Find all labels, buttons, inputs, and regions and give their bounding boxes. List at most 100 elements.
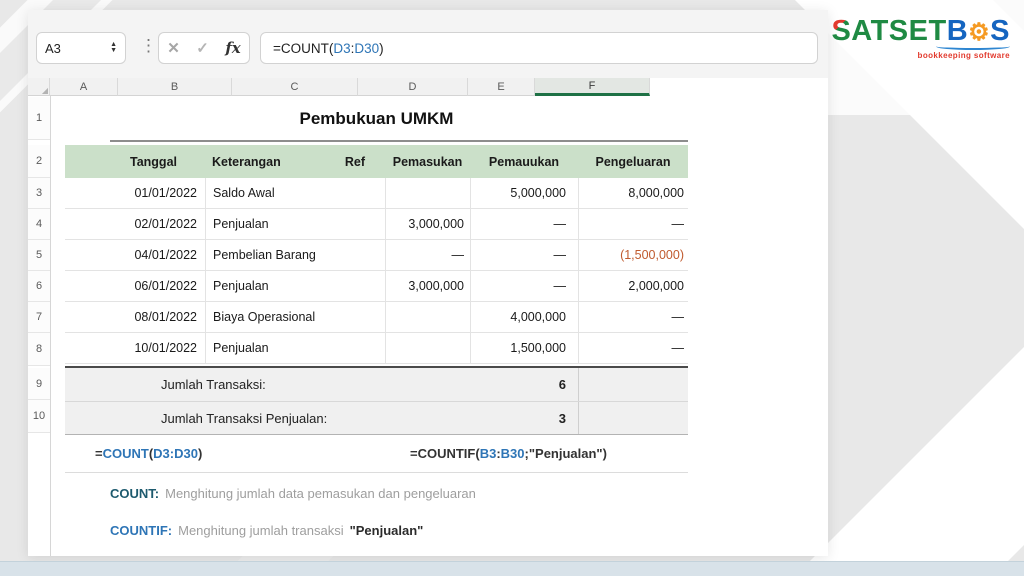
dots-separator-icon: ⋮ [140, 36, 157, 55]
cell-pengeluaran[interactable]: — [578, 333, 688, 363]
cell-tanggal[interactable]: 01/01/2022 [134, 186, 197, 200]
header-pemasukan: Pemasukan [392, 154, 463, 169]
row-header-divider [50, 96, 51, 556]
cell-pemasukan[interactable] [385, 302, 470, 332]
cell-keterangan[interactable]: Penjualan [205, 333, 385, 363]
formula-text: : [350, 40, 355, 56]
formula-bar-input[interactable]: =COUNT(D3: D30) [260, 32, 818, 64]
summary-label: Jumlah Transaksi Penjualan: [161, 410, 328, 426]
cell-pemauukan[interactable]: 1,500,000 [470, 333, 578, 363]
formula-ref: D3:D30 [153, 446, 198, 461]
row-header-3[interactable]: 3 [28, 178, 50, 209]
logo-word-atset: ATSET [851, 15, 947, 47]
name-box-spinner[interactable]: ▲ ▼ [110, 41, 117, 54]
cell-tanggal[interactable]: 04/01/2022 [134, 248, 197, 262]
cell-pemasukan[interactable]: — [385, 240, 470, 270]
spinner-down-icon[interactable]: ▼ [110, 47, 117, 54]
column-header-a[interactable]: A [50, 78, 118, 96]
formula-text: ) [197, 446, 203, 461]
table-row[interactable]: 10/01/2022 Penjualan 1,500,000 — [65, 333, 688, 364]
formula-ref: B3 [479, 446, 497, 461]
cell-keterangan[interactable]: Saldo Awal [205, 178, 385, 208]
count-formula-annotation: =COUNT(D3:D30) [95, 446, 202, 461]
table-row[interactable]: 08/01/2022 Biaya Operasional 4,000,000 — [65, 302, 688, 333]
cell-pemasukan[interactable] [385, 333, 470, 363]
row-header-7[interactable]: 7 [28, 302, 50, 333]
select-all-icon: ◢ [41, 86, 48, 95]
cell-pemasukan[interactable]: 3,000,000 [385, 209, 470, 239]
insert-function-icon[interactable]: fx [225, 39, 241, 57]
summary-gap-cell [578, 402, 688, 434]
formula-text: ) [379, 40, 384, 56]
cell-name-box[interactable]: A3 ▲ ▼ [36, 32, 126, 64]
spreadsheet-window: A3 ▲ ▼ ⋮ ✕ ✓ fx =COUNT(D3: D30) ◢ A B C D… [28, 10, 828, 556]
cell-pengeluaran-negative[interactable]: (1,500,000) [578, 240, 688, 270]
title-underline [110, 140, 688, 142]
formula-ref: B30 [500, 446, 525, 461]
row-header-8[interactable]: 8 [28, 333, 50, 366]
cancel-icon[interactable]: ✕ [167, 40, 180, 57]
table-row[interactable]: 01/01/2022 Saldo Awal 5,000,000 8,000,00… [65, 178, 688, 209]
row-header-2[interactable]: 2 [28, 145, 50, 178]
logo-letter-s: S [831, 15, 852, 47]
summary-row[interactable]: Jumlah Transaksi Penjualan: 3 [65, 401, 688, 434]
cell-pemauukan[interactable]: — [470, 271, 578, 301]
table-row[interactable]: 02/01/2022 Penjualan 3,000,000 — — [65, 209, 688, 240]
summary-gap-cell [578, 368, 688, 401]
table-row[interactable]: 06/01/2022 Penjualan 3,000,000 — 2,000,0… [65, 271, 688, 302]
formula-text: =COUNT( [273, 40, 334, 56]
formula-text: = [95, 446, 103, 461]
summary-row[interactable]: Jumlah Transaksi: 6 [65, 368, 688, 401]
column-header-f-selected[interactable]: F [535, 78, 650, 96]
formula-buttons: ✕ ✓ fx [158, 32, 250, 64]
summary-label: Jumlah Transaksi: [161, 377, 266, 392]
formula-text: : [496, 446, 501, 461]
logo-tagline: bookkeeping software [917, 51, 1010, 60]
active-cell-reference: A3 [45, 40, 61, 56]
cell-pemasukan[interactable]: 3,000,000 [385, 271, 470, 301]
satsetbos-logo: SATSETB⚙S bookkeeping software [825, 16, 1010, 60]
header-pemauukan: Pemauukan [488, 154, 560, 169]
cell-pengeluaran[interactable]: 8,000,000 [578, 178, 688, 208]
cell-pemauukan[interactable]: 4,000,000 [470, 302, 578, 332]
select-all-button[interactable]: ◢ [28, 78, 50, 96]
cell-keterangan[interactable]: Penjualan [205, 209, 385, 239]
summary-value: 3 [558, 410, 566, 426]
formula-text: ;"Penjualan") [524, 446, 607, 461]
cell-tanggal[interactable]: 10/01/2022 [134, 341, 197, 355]
row-header-4[interactable]: 4 [28, 209, 50, 240]
table-header-row[interactable]: Tanggal Keterangan Ref Pemasukan Pemauuk… [65, 145, 688, 178]
cell-pengeluaran[interactable]: — [578, 302, 688, 332]
cell-keterangan[interactable]: Pembelian Barang [205, 240, 385, 270]
row-header-10[interactable]: 10 [28, 400, 50, 433]
cell-keterangan[interactable]: Penjualan [205, 271, 385, 301]
cell-pemauukan[interactable]: 5,000,000 [470, 178, 578, 208]
notes-divider [65, 472, 688, 473]
formula-ref: D3 [333, 40, 351, 56]
cell-tanggal[interactable]: 08/01/2022 [134, 310, 197, 324]
formula-text: =COUNTIF( [410, 446, 480, 461]
header-tanggal: Tanggal [130, 154, 177, 169]
cell-tanggal[interactable]: 02/01/2022 [134, 217, 197, 231]
cell-pemauukan[interactable]: — [470, 240, 578, 270]
column-header-d[interactable]: D [358, 78, 468, 96]
column-header-c[interactable]: C [232, 78, 358, 96]
cell-keterangan[interactable]: Biaya Operasional [205, 302, 385, 332]
cell-pengeluaran[interactable]: — [578, 209, 688, 239]
table-row[interactable]: 04/01/2022 Pembelian Barang — — (1,500,0… [65, 240, 688, 271]
cell-pemasukan[interactable] [385, 178, 470, 208]
row-header-5[interactable]: 5 [28, 240, 50, 271]
cell-pengeluaran[interactable]: 2,000,000 [578, 271, 688, 301]
column-header-e[interactable]: E [468, 78, 535, 96]
row-header-6[interactable]: 6 [28, 271, 50, 302]
spinner-up-icon[interactable]: ▲ [110, 41, 117, 48]
cell-pemauukan[interactable]: — [470, 209, 578, 239]
row-header-9[interactable]: 9 [28, 368, 50, 400]
note-suffix: "Penjualan" [349, 523, 424, 538]
column-header-b[interactable]: B [118, 78, 232, 96]
count-note: COUNT: Menghitung jumlah data pemasukan d… [110, 486, 482, 501]
accept-icon[interactable]: ✓ [196, 40, 209, 57]
logo-letter-b: B [946, 15, 969, 47]
cell-tanggal[interactable]: 06/01/2022 [134, 279, 197, 293]
row-header-1[interactable]: 1 [28, 97, 50, 140]
